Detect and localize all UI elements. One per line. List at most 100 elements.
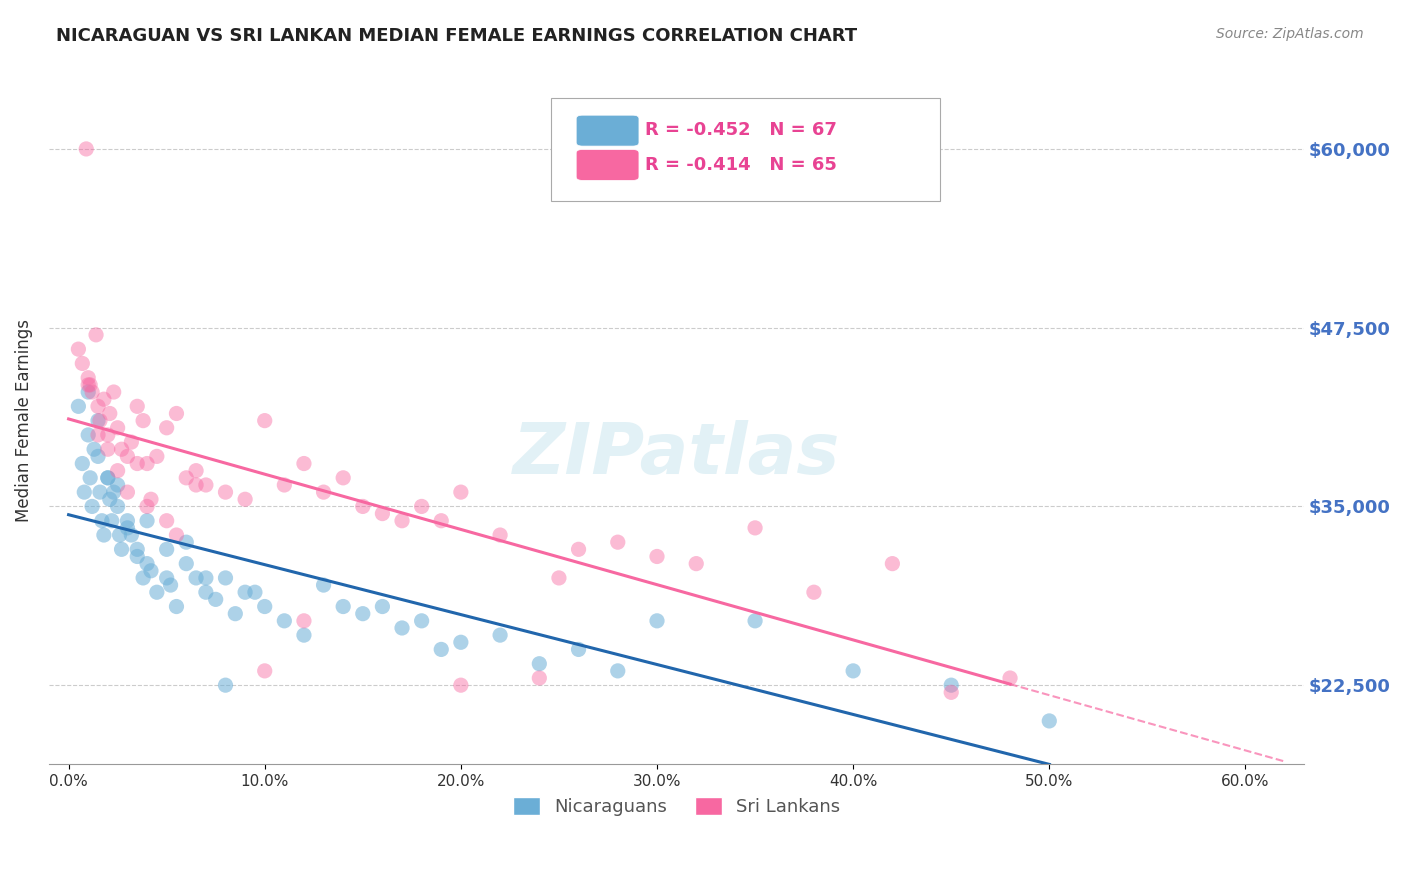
Point bbox=[606, 535, 628, 549]
Point bbox=[430, 514, 453, 528]
Point bbox=[174, 535, 197, 549]
Point bbox=[273, 478, 295, 492]
Point bbox=[391, 514, 413, 528]
Point bbox=[450, 678, 472, 692]
Point bbox=[332, 471, 354, 485]
Point bbox=[352, 607, 374, 621]
Point bbox=[529, 671, 551, 685]
Point bbox=[79, 377, 101, 392]
Point bbox=[174, 471, 197, 485]
Point bbox=[90, 514, 112, 528]
Point bbox=[132, 414, 155, 428]
Point bbox=[77, 384, 100, 399]
Point bbox=[127, 542, 149, 557]
Point bbox=[93, 528, 115, 542]
Point bbox=[645, 549, 668, 564]
Point bbox=[744, 521, 766, 535]
FancyBboxPatch shape bbox=[576, 150, 638, 180]
Point bbox=[253, 664, 276, 678]
Point bbox=[567, 542, 589, 557]
Point bbox=[166, 407, 188, 421]
Text: R = -0.414   N = 65: R = -0.414 N = 65 bbox=[645, 155, 837, 174]
Point bbox=[146, 585, 169, 599]
Point bbox=[98, 492, 121, 507]
Point bbox=[430, 642, 453, 657]
Point bbox=[127, 457, 149, 471]
Point bbox=[184, 478, 207, 492]
Point bbox=[371, 599, 394, 614]
Point bbox=[117, 450, 139, 464]
Text: R = -0.452   N = 67: R = -0.452 N = 67 bbox=[645, 121, 837, 139]
Point bbox=[450, 635, 472, 649]
Point bbox=[75, 142, 97, 156]
Point bbox=[87, 414, 110, 428]
Point bbox=[214, 571, 236, 585]
Point bbox=[97, 428, 120, 442]
Point bbox=[233, 585, 256, 599]
Point bbox=[292, 457, 315, 471]
Point bbox=[941, 685, 963, 699]
FancyBboxPatch shape bbox=[576, 115, 638, 146]
Point bbox=[411, 500, 433, 514]
Point bbox=[73, 485, 96, 500]
Point bbox=[411, 614, 433, 628]
Point bbox=[998, 671, 1021, 685]
Point bbox=[941, 678, 963, 692]
Point bbox=[83, 442, 105, 457]
Point bbox=[166, 599, 188, 614]
Point bbox=[107, 478, 129, 492]
Point bbox=[489, 628, 512, 642]
Point bbox=[87, 450, 110, 464]
Point bbox=[98, 407, 121, 421]
Point bbox=[110, 442, 132, 457]
Point bbox=[103, 384, 125, 399]
Point bbox=[136, 514, 159, 528]
Point bbox=[352, 500, 374, 514]
Point bbox=[84, 327, 107, 342]
Point bbox=[67, 342, 90, 356]
Point bbox=[312, 578, 335, 592]
Text: Source: ZipAtlas.com: Source: ZipAtlas.com bbox=[1216, 27, 1364, 41]
Point bbox=[97, 471, 120, 485]
Point bbox=[127, 400, 149, 414]
Point bbox=[842, 664, 865, 678]
Point bbox=[117, 485, 139, 500]
Point bbox=[139, 492, 162, 507]
Point bbox=[1038, 714, 1060, 728]
Point bbox=[243, 585, 266, 599]
Point bbox=[107, 500, 129, 514]
Y-axis label: Median Female Earnings: Median Female Earnings bbox=[15, 319, 32, 522]
Point bbox=[645, 614, 668, 628]
Text: NICARAGUAN VS SRI LANKAN MEDIAN FEMALE EARNINGS CORRELATION CHART: NICARAGUAN VS SRI LANKAN MEDIAN FEMALE E… bbox=[56, 27, 858, 45]
Point bbox=[87, 428, 110, 442]
FancyBboxPatch shape bbox=[551, 98, 941, 201]
Point bbox=[744, 614, 766, 628]
Point bbox=[72, 356, 94, 370]
Point bbox=[489, 528, 512, 542]
Point bbox=[127, 549, 149, 564]
Point bbox=[184, 571, 207, 585]
Point bbox=[97, 442, 120, 457]
Point bbox=[103, 485, 125, 500]
Point bbox=[156, 514, 179, 528]
Point bbox=[77, 428, 100, 442]
Point bbox=[139, 564, 162, 578]
Legend: Nicaraguans, Sri Lankans: Nicaraguans, Sri Lankans bbox=[506, 789, 848, 823]
Point bbox=[450, 485, 472, 500]
Point bbox=[292, 614, 315, 628]
Point bbox=[253, 599, 276, 614]
Point bbox=[803, 585, 825, 599]
Point bbox=[273, 614, 295, 628]
Point bbox=[194, 585, 217, 599]
Point bbox=[529, 657, 551, 671]
Point bbox=[156, 542, 179, 557]
Point bbox=[214, 485, 236, 500]
Point bbox=[100, 514, 122, 528]
Point bbox=[117, 514, 139, 528]
Point bbox=[159, 578, 181, 592]
Point bbox=[224, 607, 246, 621]
Point bbox=[82, 500, 104, 514]
Point bbox=[77, 377, 100, 392]
Point bbox=[117, 521, 139, 535]
Point bbox=[107, 464, 129, 478]
